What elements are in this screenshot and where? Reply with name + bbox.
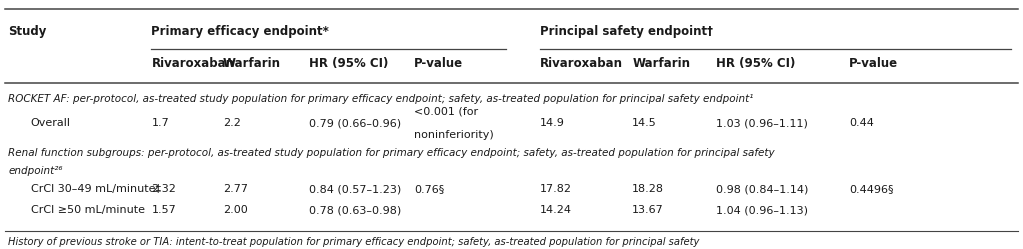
Text: 1.7: 1.7 — [151, 118, 169, 128]
Text: 2.77: 2.77 — [223, 184, 248, 194]
Text: 1.57: 1.57 — [151, 205, 176, 215]
Text: Warfarin: Warfarin — [632, 57, 691, 70]
Text: Renal function subgroups: per-protocol, as-treated study population for primary : Renal function subgroups: per-protocol, … — [8, 148, 774, 158]
Text: 0.98 (0.84–1.14): 0.98 (0.84–1.14) — [716, 184, 808, 194]
Text: <0.001 (for: <0.001 (for — [414, 106, 479, 116]
Text: 0.44: 0.44 — [849, 118, 874, 128]
Text: Primary efficacy endpoint*: Primary efficacy endpoint* — [151, 25, 329, 38]
Text: 14.9: 14.9 — [540, 118, 565, 128]
Text: 1.03 (0.96–1.11): 1.03 (0.96–1.11) — [716, 118, 808, 128]
Text: CrCl 30–49 mL/minute‡: CrCl 30–49 mL/minute‡ — [31, 184, 161, 194]
Text: P-value: P-value — [849, 57, 898, 70]
Text: Rivaroxaban: Rivaroxaban — [151, 57, 234, 70]
Text: 0.76§: 0.76§ — [414, 184, 445, 194]
Text: endpoint²⁶: endpoint²⁶ — [8, 166, 62, 176]
Text: noninferiority): noninferiority) — [414, 130, 494, 140]
Text: 0.84 (0.57–1.23): 0.84 (0.57–1.23) — [309, 184, 401, 194]
Text: 14.5: 14.5 — [632, 118, 657, 128]
Text: 0.4496§: 0.4496§ — [849, 184, 893, 194]
Text: History of previous stroke or TIA: intent-to-treat population for primary effica: History of previous stroke or TIA: inten… — [8, 237, 700, 247]
Text: HR (95% CI): HR (95% CI) — [309, 57, 389, 70]
Text: HR (95% CI): HR (95% CI) — [716, 57, 796, 70]
Text: 0.78 (0.63–0.98): 0.78 (0.63–0.98) — [309, 205, 401, 215]
Text: 0.79 (0.66–0.96): 0.79 (0.66–0.96) — [309, 118, 401, 128]
Text: CrCl ≥50 mL/minute: CrCl ≥50 mL/minute — [31, 205, 144, 215]
Text: 1.04 (0.96–1.13): 1.04 (0.96–1.13) — [716, 205, 808, 215]
Text: 2.00: 2.00 — [223, 205, 248, 215]
Text: 17.82: 17.82 — [540, 184, 572, 194]
Text: Principal safety endpoint†: Principal safety endpoint† — [540, 25, 713, 38]
Text: Warfarin: Warfarin — [223, 57, 281, 70]
Text: Study: Study — [8, 25, 47, 38]
Text: 2.2: 2.2 — [223, 118, 240, 128]
Text: P-value: P-value — [414, 57, 463, 70]
Text: Overall: Overall — [31, 118, 71, 128]
Text: Rivaroxaban: Rivaroxaban — [540, 57, 623, 70]
Text: 18.28: 18.28 — [632, 184, 664, 194]
Text: 2.32: 2.32 — [151, 184, 176, 194]
Text: ROCKET AF: per-protocol, as-treated study population for primary efficacy endpoi: ROCKET AF: per-protocol, as-treated stud… — [8, 94, 754, 104]
Text: 13.67: 13.67 — [632, 205, 664, 215]
Text: 14.24: 14.24 — [540, 205, 572, 215]
